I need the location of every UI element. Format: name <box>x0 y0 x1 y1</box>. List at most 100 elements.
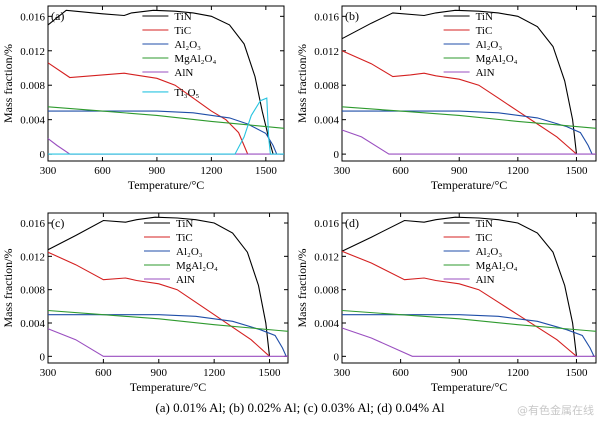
y-tick-label: 0.012 <box>20 46 45 58</box>
x-tick-label: 300 <box>40 165 57 177</box>
chart-panel-3: 300 600 900 1200 1500 0 0.004 0.008 0.012 0.016 Te… <box>1 212 289 394</box>
plot-frame <box>47 5 285 162</box>
legend-label: TiC <box>476 25 493 37</box>
chart-panel-2: 300 600 900 1200 1500 0 0.004 0.008 0.012 0.016 Te… <box>295 5 597 192</box>
plot-frame <box>47 212 289 364</box>
legend-label: TiN <box>476 218 493 230</box>
legend-label: AlN <box>174 67 193 79</box>
y-tick-label: 0.012 <box>314 251 339 263</box>
x-tick-label: 600 <box>392 165 409 177</box>
plot-frame <box>341 5 597 162</box>
series-line-ti3o5 <box>48 97 284 155</box>
legend-label: TiC <box>176 232 193 244</box>
figure-caption: (a) 0.01% Al; (b) 0.02% Al; (c) 0.03% Al… <box>155 400 445 415</box>
series-line-tin <box>47 9 274 155</box>
x-tick-label: 1200 <box>507 165 530 177</box>
series-line-tic <box>47 62 249 155</box>
x-tick-label: 300 <box>334 165 351 177</box>
x-tick-label: 1500 <box>259 367 282 379</box>
x-tick-label: 1200 <box>200 165 223 177</box>
legend-label: Ti₃O₅ <box>174 87 199 99</box>
series-line-al2o3 <box>342 314 595 357</box>
x-tick-label: 600 <box>392 367 409 379</box>
x-tick-label: 1200 <box>203 367 226 379</box>
y-axis-label: Mass fraction/% <box>1 44 15 123</box>
legend-label: TiN <box>176 218 193 230</box>
panel-label: (c) <box>51 216 64 230</box>
legend-label: MgAl₂O₄ <box>476 260 518 272</box>
legend-label: AlN <box>176 274 195 286</box>
y-tick-label: 0.008 <box>314 80 339 92</box>
y-tick-label: 0.012 <box>20 251 45 263</box>
y-axis-label: Mass fraction/% <box>1 249 15 328</box>
y-tick-label: 0.008 <box>314 285 339 297</box>
x-axis-label: Temperature/°C <box>128 178 205 192</box>
y-tick-label: 0 <box>40 149 46 161</box>
y-tick-label: 0.008 <box>20 285 45 297</box>
series-line-mgal2o4 <box>341 106 597 129</box>
series-line-mgal2o4 <box>47 309 289 332</box>
series-line-tin <box>341 216 578 357</box>
series-line-tin <box>341 9 578 155</box>
x-tick-label: 600 <box>94 165 111 177</box>
x-tick-label: 900 <box>149 165 166 177</box>
series-line-tic <box>341 50 577 155</box>
y-tick-label: 0.016 <box>314 218 339 230</box>
legend-label: TiC <box>174 25 191 37</box>
chart-panel-4: 300 600 900 1200 1500 0 0.004 0.008 0.012 0.016 Te… <box>295 212 597 394</box>
x-tick-label: 300 <box>40 367 57 379</box>
series-line-al2o3 <box>48 314 287 357</box>
series-line-aln <box>341 327 596 357</box>
x-tick-label: 600 <box>95 367 112 379</box>
chart-panel-1: 300 600 900 1200 1500 0 0.004 0.008 0.012 0.016 Te… <box>1 5 285 192</box>
x-tick-label: 900 <box>451 367 468 379</box>
x-axis-label: Temperature/°C <box>130 380 207 394</box>
x-tick-label: 1500 <box>565 165 588 177</box>
x-tick-label: 1500 <box>255 165 278 177</box>
legend-label: Al₂O₃ <box>176 246 203 258</box>
series-line-al2o3 <box>342 110 593 155</box>
y-tick-label: 0.016 <box>20 11 45 23</box>
legend-label: AlN <box>476 67 495 79</box>
x-tick-label: 1500 <box>565 367 588 379</box>
series-line-mgal2o4 <box>47 106 285 129</box>
y-tick-label: 0 <box>334 149 340 161</box>
y-tick-label: 0.004 <box>314 318 339 330</box>
legend-label: AlN <box>476 274 495 286</box>
legend-label: Al₂O₃ <box>174 39 201 51</box>
legend-label: TiN <box>174 11 191 23</box>
legend-label: TiN <box>476 11 493 23</box>
x-axis-label: Temperature/°C <box>431 178 508 192</box>
series-line-aln <box>47 138 284 155</box>
series-line-aln <box>341 129 596 155</box>
x-tick-label: 900 <box>151 367 168 379</box>
panel-label: (d) <box>345 216 359 230</box>
legend-label: MgAl₂O₄ <box>176 260 218 272</box>
plot-frame <box>341 212 597 364</box>
y-tick-label: 0.016 <box>20 218 45 230</box>
y-tick-label: 0 <box>334 351 340 363</box>
series-line-mgal2o4 <box>341 309 597 332</box>
y-tick-label: 0.004 <box>20 115 45 127</box>
legend-label: Al₂O₃ <box>476 246 503 258</box>
x-tick-label: 300 <box>334 367 351 379</box>
y-axis-label: Mass fraction/% <box>295 249 309 328</box>
legend-label: MgAl₂O₄ <box>174 53 216 65</box>
series-line-tin <box>47 216 271 357</box>
y-tick-label: 0.012 <box>314 46 339 58</box>
x-tick-label: 900 <box>451 165 468 177</box>
series-line-aln <box>47 328 288 357</box>
legend-label: MgAl₂O₄ <box>476 53 518 65</box>
legend-label: TiC <box>476 232 493 244</box>
y-tick-label: 0 <box>40 351 46 363</box>
series-line-al2o3 <box>48 110 278 155</box>
series-line-tic <box>341 250 577 357</box>
y-tick-label: 0.004 <box>20 318 45 330</box>
x-axis-label: Temperature/°C <box>431 380 508 394</box>
y-axis-label: Mass fraction/% <box>295 44 309 123</box>
legend-label: Al₂O₃ <box>476 39 503 51</box>
series-line-tic <box>47 251 270 357</box>
y-tick-label: 0.008 <box>20 80 45 92</box>
y-tick-label: 0.004 <box>314 115 339 127</box>
y-tick-label: 0.016 <box>314 11 339 23</box>
